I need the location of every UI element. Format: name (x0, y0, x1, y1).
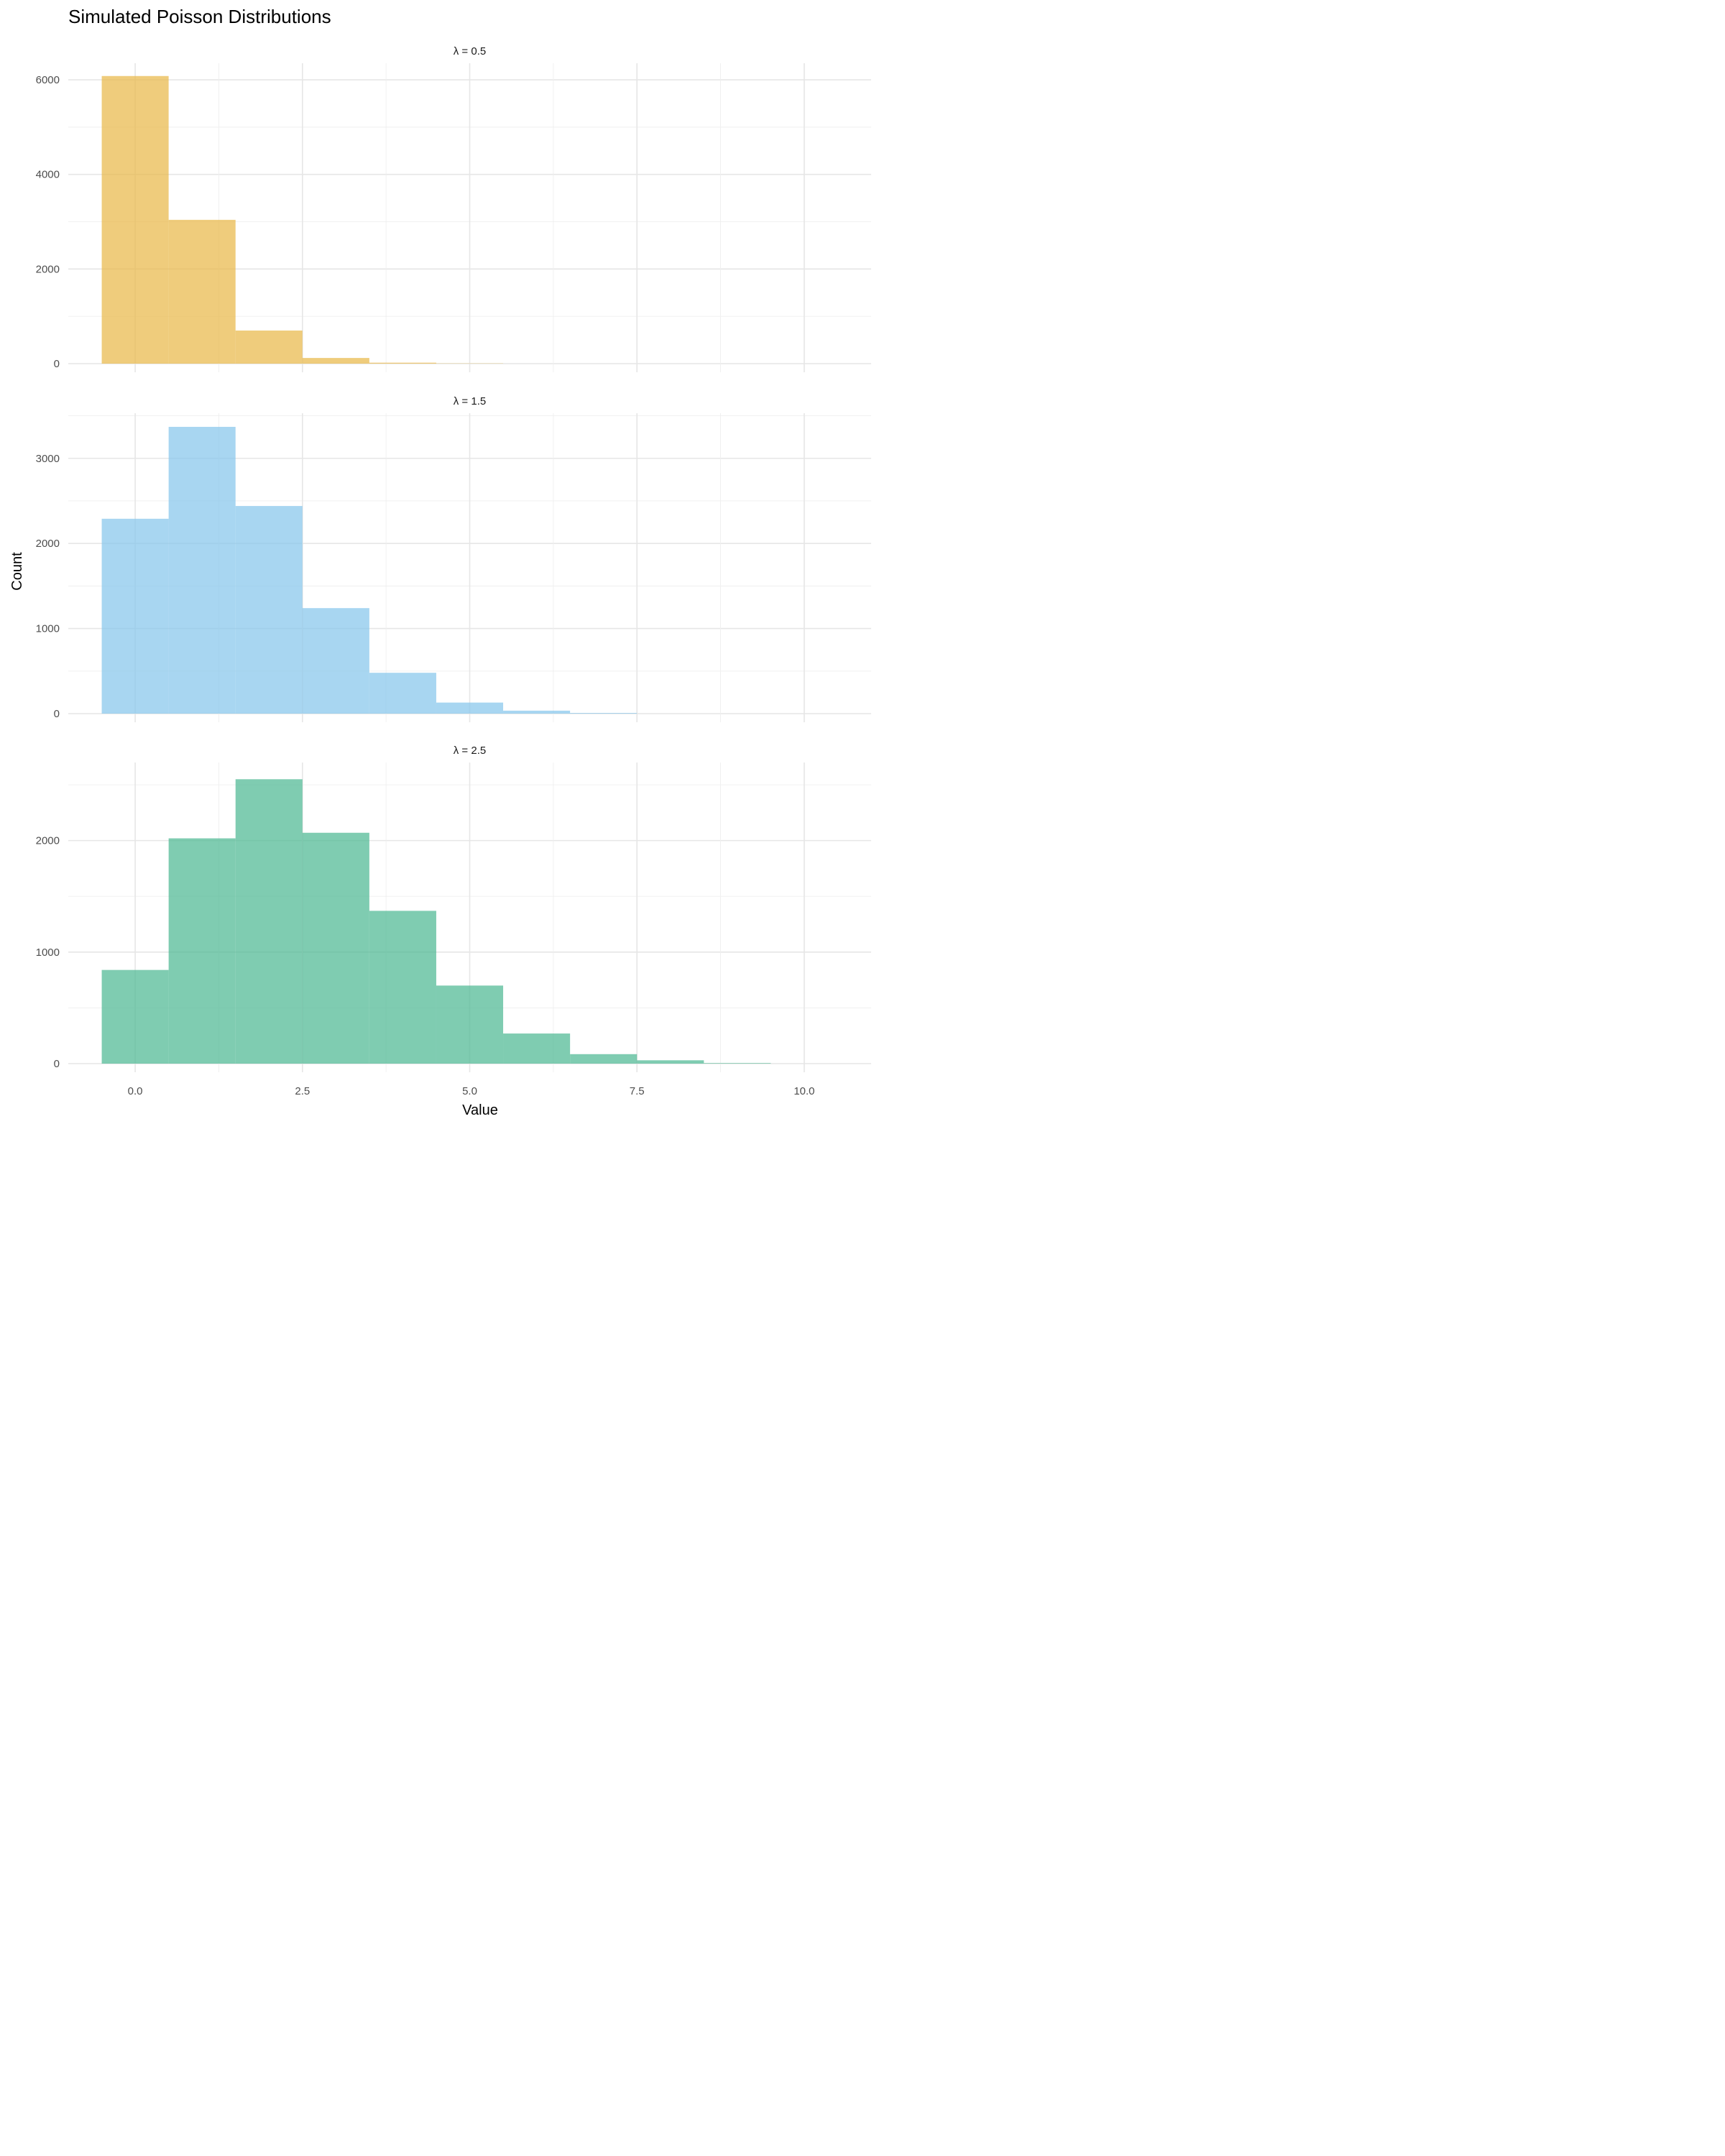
y-tick-label: 2000 (36, 835, 60, 847)
facet-strip-label: λ = 1.5 (454, 395, 486, 407)
facet-strip-label: λ = 2.5 (454, 745, 486, 757)
histogram-bar (235, 330, 303, 364)
histogram-bar (235, 779, 303, 1064)
y-tick-label: 0 (54, 358, 60, 370)
histogram-bar (168, 219, 236, 364)
x-tick-label: 0.0 (128, 1085, 143, 1097)
histogram-bar (503, 710, 571, 714)
y-tick-label: 2000 (36, 263, 60, 275)
histogram-bar (302, 358, 369, 364)
histogram-bar (101, 75, 169, 364)
y-axis-title: Count (9, 552, 25, 591)
y-tick-label: 3000 (36, 453, 60, 465)
facet-panel-1: λ = 0.5 0 2000 4000 6000 (36, 45, 871, 372)
x-axis-title: Value (462, 1102, 498, 1118)
x-tick-label: 5.0 (462, 1085, 477, 1097)
histogram-bar (369, 911, 436, 1064)
y-tick-label: 4000 (36, 169, 60, 181)
histogram-bar (302, 832, 369, 1064)
x-tick-label: 2.5 (295, 1085, 310, 1097)
histogram-bar (503, 1033, 571, 1064)
facet-panels: λ = 0.5 0 2000 4000 6000 λ = 1.5 0 1000 2000 3000… (36, 45, 871, 1072)
histogram-bar (168, 426, 236, 714)
histogram-bar (302, 608, 369, 714)
histogram-bar (101, 518, 169, 714)
histogram-bar (570, 713, 638, 714)
y-tick-label: 6000 (36, 74, 60, 86)
x-tick-label: 7.5 (630, 1085, 645, 1097)
histogram-bar (637, 1060, 704, 1064)
y-tick-label: 1000 (36, 946, 60, 959)
y-tick-label: 0 (54, 1058, 60, 1070)
histogram-bar (369, 362, 436, 364)
facet-panel-3: λ = 2.5 0 1000 2000 (36, 745, 871, 1072)
facet-strip-label: λ = 0.5 (454, 45, 486, 57)
histogram-bar (369, 673, 436, 714)
y-tick-label: 2000 (36, 538, 60, 550)
histogram-bar (168, 838, 236, 1064)
y-tick-label: 0 (54, 708, 60, 720)
histogram-bar (436, 985, 504, 1064)
chart-title: Simulated Poisson Distributions (68, 6, 331, 27)
x-axis: 0.0 2.5 5.0 7.5 10.0 (128, 1085, 815, 1097)
y-tick-label: 1000 (36, 623, 60, 635)
histogram-bar (570, 1054, 638, 1064)
histogram-bar (235, 506, 303, 714)
faceted-histogram-chart: Simulated Poisson Distributions λ = 0.5 0… (9, 6, 871, 1118)
histogram-bar (436, 702, 504, 714)
histogram-bar (101, 969, 169, 1064)
x-tick-label: 10.0 (794, 1085, 814, 1097)
facet-panel-2: λ = 1.5 0 1000 2000 3000 (36, 395, 871, 722)
histogram-bar (704, 1063, 771, 1064)
